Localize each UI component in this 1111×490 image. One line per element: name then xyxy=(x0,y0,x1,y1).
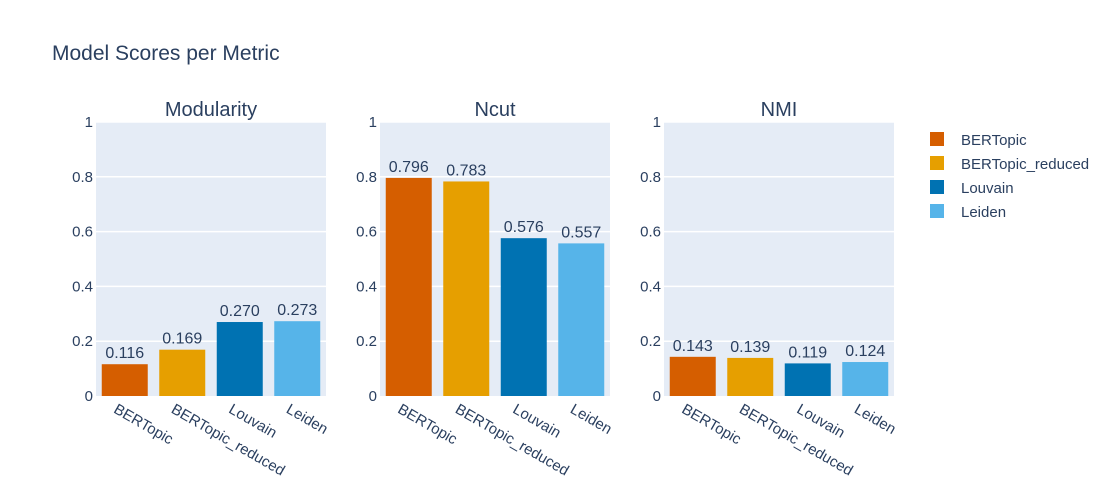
data-label: 0.143 xyxy=(673,338,713,355)
x-tick-label: BERTopic xyxy=(111,401,177,449)
x-tick-label: Leiden xyxy=(283,401,331,438)
subplot-title: Ncut xyxy=(474,99,516,121)
legend-item-leiden[interactable]: Leiden xyxy=(930,204,1006,221)
data-label: 0.557 xyxy=(561,224,601,241)
y-tick-label: 1 xyxy=(369,114,377,131)
y-tick-label: 0.4 xyxy=(72,278,93,295)
data-label: 0.139 xyxy=(730,339,770,356)
data-label: 0.273 xyxy=(277,302,317,319)
data-label: 0.796 xyxy=(389,159,429,176)
data-label: 0.576 xyxy=(504,219,544,236)
y-tick-label: 0.8 xyxy=(356,169,377,186)
data-label: 0.783 xyxy=(446,162,486,179)
y-tick-label: 1 xyxy=(653,114,661,131)
legend-label: Leiden xyxy=(961,204,1006,221)
panel-modularity: 0 0.2 0.4 0.6 0.8 1 Modularity 0.116 BERTopic 0.1… xyxy=(72,99,331,480)
y-tick-label: 0 xyxy=(85,388,93,405)
y-tick-label: 1 xyxy=(85,114,93,131)
legend-swatch xyxy=(930,180,944,194)
data-label: 0.270 xyxy=(220,303,260,320)
bar-bertopic_reduced[interactable] xyxy=(443,181,490,396)
legend-swatch xyxy=(930,204,944,218)
panel-nmi: 00.20.40.60.81NMI0.143BERTopic0.139BERTo… xyxy=(640,99,899,480)
y-tick-label: 0.6 xyxy=(356,224,377,241)
bar-louvain[interactable] xyxy=(784,363,831,396)
subplot-title: Modularity xyxy=(165,99,257,121)
bar-louvain[interactable] xyxy=(216,322,263,396)
y-tick-label: 0.2 xyxy=(356,333,377,350)
panel-ncut: 00.20.40.60.81Ncut0.796BERTopic0.783BERT… xyxy=(356,99,615,480)
y-tick-label: 0.4 xyxy=(356,278,377,295)
subplot-title: NMI xyxy=(761,99,798,121)
x-tick-label: Leiden xyxy=(567,401,615,438)
legend-label: BERTopic_reduced xyxy=(961,156,1089,173)
chart-legend[interactable]: BERTopic BERTopic_reduced Louvain Leiden xyxy=(930,132,1089,221)
y-tick-label: 0.4 xyxy=(640,278,661,295)
bar-leiden[interactable] xyxy=(842,362,889,396)
bar-bertopic_reduced[interactable] xyxy=(727,357,774,396)
chart-panels: 0 0.2 0.4 0.6 0.8 1 Modularity 0.116 BERTopic 0.1… xyxy=(72,99,899,480)
bar-louvain[interactable] xyxy=(500,238,547,396)
x-tick-label: BERTopic xyxy=(395,401,461,449)
x-tick-label: Leiden xyxy=(851,401,899,438)
bar-leiden[interactable] xyxy=(558,243,605,396)
y-tick-label: 0.6 xyxy=(72,224,93,241)
legend-item-bertopic_reduced[interactable]: BERTopic_reduced xyxy=(930,156,1089,173)
data-label: 0.116 xyxy=(105,345,144,362)
y-tick-label: 0 xyxy=(369,388,377,405)
data-label: 0.169 xyxy=(162,331,202,348)
data-label: 0.119 xyxy=(788,344,827,361)
bar-bertopic_reduced[interactable] xyxy=(159,349,206,396)
bar-leiden[interactable] xyxy=(274,321,321,396)
bar-bertopic[interactable] xyxy=(385,177,432,396)
legend-swatch xyxy=(930,156,944,170)
y-tick-label: 0 xyxy=(653,388,661,405)
legend-swatch xyxy=(930,132,944,146)
legend-label: BERTopic xyxy=(961,132,1027,149)
y-tick-label: 0.8 xyxy=(72,169,93,186)
legend-label: Louvain xyxy=(961,180,1014,197)
legend-item-bertopic[interactable]: BERTopic xyxy=(930,132,1027,149)
data-label: 0.124 xyxy=(845,343,885,360)
y-tick-label: 0.2 xyxy=(640,333,661,350)
plot-background xyxy=(664,122,894,396)
legend-item-louvain[interactable]: Louvain xyxy=(930,180,1014,197)
bar-bertopic[interactable] xyxy=(101,364,148,396)
y-tick-label: 0.8 xyxy=(640,169,661,186)
y-tick-label: 0.2 xyxy=(72,333,93,350)
chart-title: Model Scores per Metric xyxy=(52,42,280,65)
x-tick-label: BERTopic xyxy=(679,401,745,449)
y-tick-label: 0.6 xyxy=(640,224,661,241)
bar-bertopic[interactable] xyxy=(669,356,716,396)
